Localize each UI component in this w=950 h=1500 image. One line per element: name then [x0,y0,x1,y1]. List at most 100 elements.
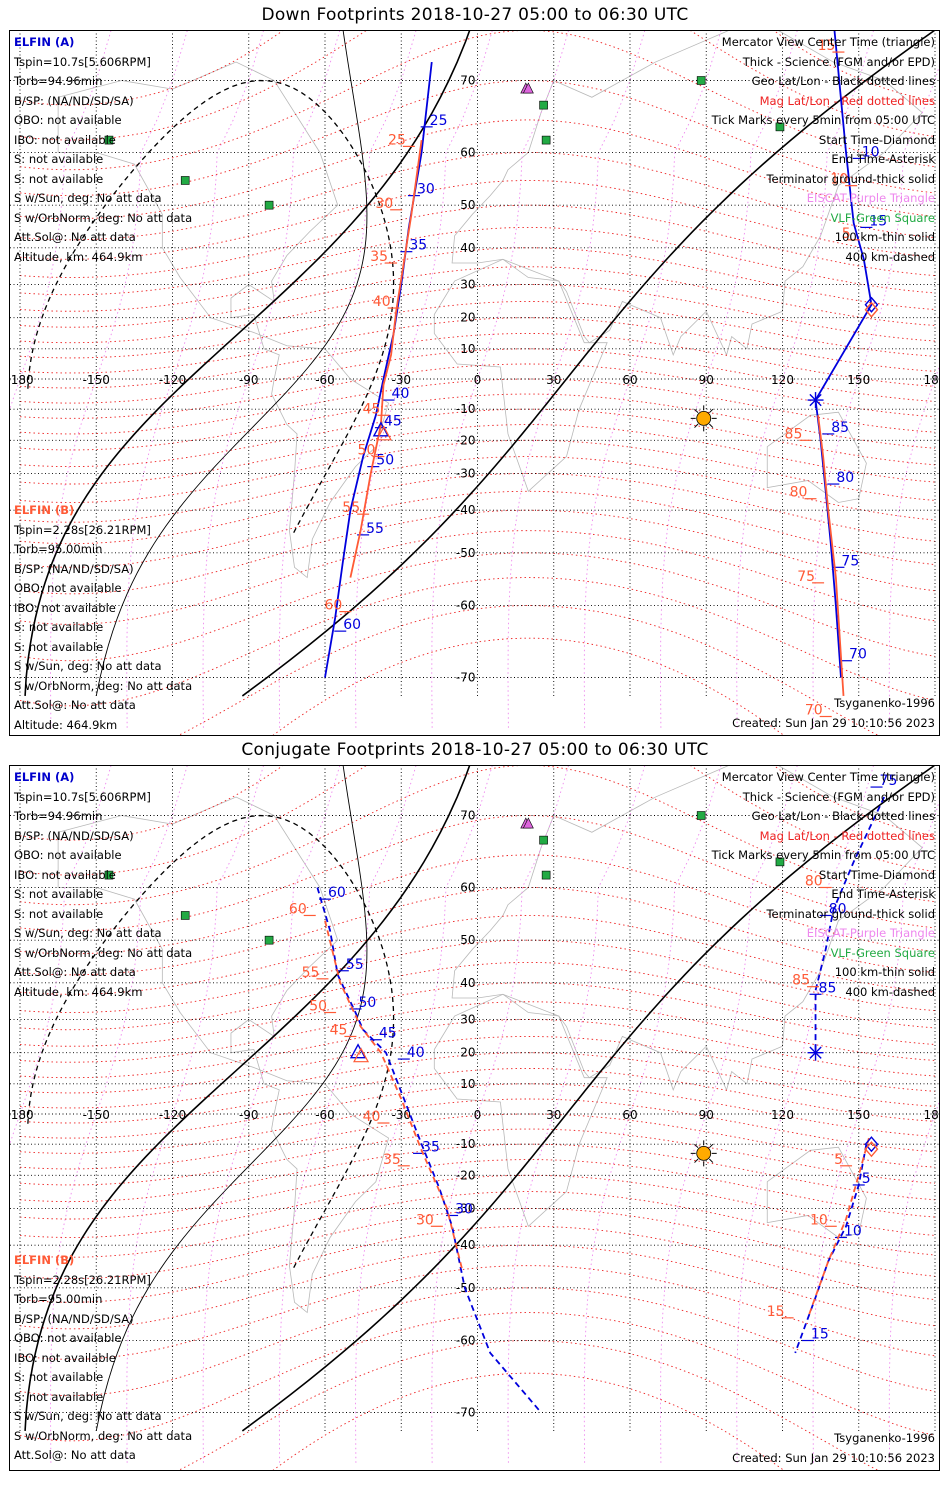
terminator-line-west [24,31,471,696]
lat-tick-label: -10 [456,1137,476,1151]
track-tick-label: 50 [358,443,376,459]
mag-meridian-line [583,31,722,728]
model-label: Tsyganenko-1996 [834,1431,935,1445]
track-tick-label: 85 [792,973,810,989]
vlf-square [696,76,706,85]
sun-ray [694,408,699,414]
sun-ray [694,1158,699,1163]
lon-tick-label: 60 [622,373,637,387]
track-tick-label: 80 [790,485,808,501]
track-tick-label: 60 [289,901,307,917]
track-tick-label: 50 [309,999,327,1015]
footprint-track-b [349,139,423,578]
lon-tick-label: 120 [771,373,794,387]
mag-meridian-line [202,31,341,728]
lat-tick-label: 70 [460,74,475,88]
elfin-b-line: Att.Sol@: No att data [14,1448,136,1462]
sun-ray [709,1143,714,1149]
landmass-outline [766,411,867,503]
elfin-a-header: ELFIN (A) [14,770,75,784]
legend-right-line: 400 km-dashed [845,249,935,264]
lon-tick-label: -30 [391,373,411,387]
track-tick-label: 70 [849,647,867,663]
elfin-b-line: Torb=95.00min [14,1292,103,1306]
landmass-outline [57,796,390,1314]
legend-right-line: Thick - Science (FGM and/or EPD) [742,54,935,69]
mag-parallel-line [19,939,936,1013]
footprint-track-b [817,415,845,697]
created-label: Created: Sun Jan 29 10:10:56 2023 [732,1451,935,1465]
lon-tick-label: 180 [924,1108,940,1122]
terminator-100km-line [95,766,368,1432]
track-tick-label: 55 [366,521,384,537]
lon-tick-label: -90 [239,1108,259,1122]
map-panel-conjugate: -180 -150 -120 -90 -60 -30 0 30 60 90 120 150 180 70 6… [9,765,940,1471]
elfin-b-line: IBO: not available [14,600,116,615]
track-tick-label: 80 [805,873,823,889]
legend-right-line: Terminator ground-thick solid [766,906,935,921]
lat-tick-label: -60 [456,1334,476,1348]
track-tick-label: 15 [811,1327,829,1343]
lat-tick-label: 50 [460,933,475,947]
track-tick-label: 35 [422,1139,440,1155]
track-tick-label: 10 [830,172,848,188]
start-diamond-b [864,301,879,318]
mag-parallel-line [19,1159,936,1220]
legend-right-line: End Time-Asterisk [831,887,935,901]
terminator-400km-line [27,79,395,533]
elfin-a-line: S: not available [14,171,104,186]
legend-right-line: Start Time-Diamond [819,132,935,147]
track-tick-label: 5 [842,226,851,242]
created-label: Created: Sun Jan 29 10:10:56 2023 [732,716,935,730]
legend-right-line: Mag Lat/Lon - Red dotted lines [759,93,935,108]
mag-meridian-line [278,31,417,728]
lon-tick-label: 150 [847,1108,870,1122]
elfin-b-line: S: not available [14,639,104,654]
start-diamond [864,296,879,313]
legend-right-line: EISCAT-Purple Triangle [806,926,935,940]
vlf-square [104,870,114,880]
lon-tick-label: -60 [315,1108,335,1122]
track-tick-label: 15 [818,38,836,54]
legend-right-line: End Time-Asterisk [831,152,935,166]
track-tick-label: 35 [370,249,388,265]
mag-parallel-line [19,1244,936,1330]
lat-tick-label: -70 [456,1405,476,1419]
lon-tick-label: -150 [83,1108,110,1122]
elfin-b-line: S w/Sun, deg: No att data [14,659,162,673]
terminator-line [241,31,936,697]
mag-meridian-line [10,766,112,1145]
track-tick-label: 40 [392,386,410,402]
lat-tick-label: -40 [456,1238,476,1252]
elfin-a-line: Att.Sol@: No att data [14,965,136,979]
elfin-b-line: S: not available [14,1370,104,1384]
elfin-a-line: Att.Sol@: No att data [14,230,136,244]
vlf-square [539,100,548,110]
legend-right-line: Mercator View Center Time (triangle) [721,770,935,784]
vlf-square [539,835,548,845]
mercator-map-down: -180 -150 -120 -90 -60 -30 0 30 60 90 120 150 180 70 6… [10,31,940,735]
footprint-track-a [814,796,885,1053]
eiscat-triangle [522,82,534,94]
landmass-outline [57,61,390,579]
mag-parallel-line [19,31,936,141]
lat-tick-label: -20 [456,1168,476,1182]
elfin-a-line: Tspin=10.7s[5.606RPM] [14,54,151,69]
track-tick-label: 55 [346,957,364,973]
track-tick-label: 75 [841,553,859,569]
track-tick-label: 50 [359,995,377,1011]
track-tick-label: 35 [409,238,427,254]
mag-parallel-line [19,284,936,344]
lon-tick-label: -30 [391,1108,411,1122]
landmass-outline [433,258,608,492]
lon-tick-label: 0 [474,373,482,387]
track-tick-label: 45 [379,1026,397,1042]
lon-tick-label: 180 [924,373,940,387]
footprint-track-b [807,1137,870,1319]
elfin-b-line: B/SP: (NA/ND/SD/SA) [14,561,134,576]
mag-parallel-line [19,1143,936,1203]
track-tick-label: 40 [407,1045,425,1061]
footprint-track-a [316,887,542,1414]
lon-tick-label: 0 [474,1108,482,1122]
lon-tick-label: -180 [10,373,34,387]
